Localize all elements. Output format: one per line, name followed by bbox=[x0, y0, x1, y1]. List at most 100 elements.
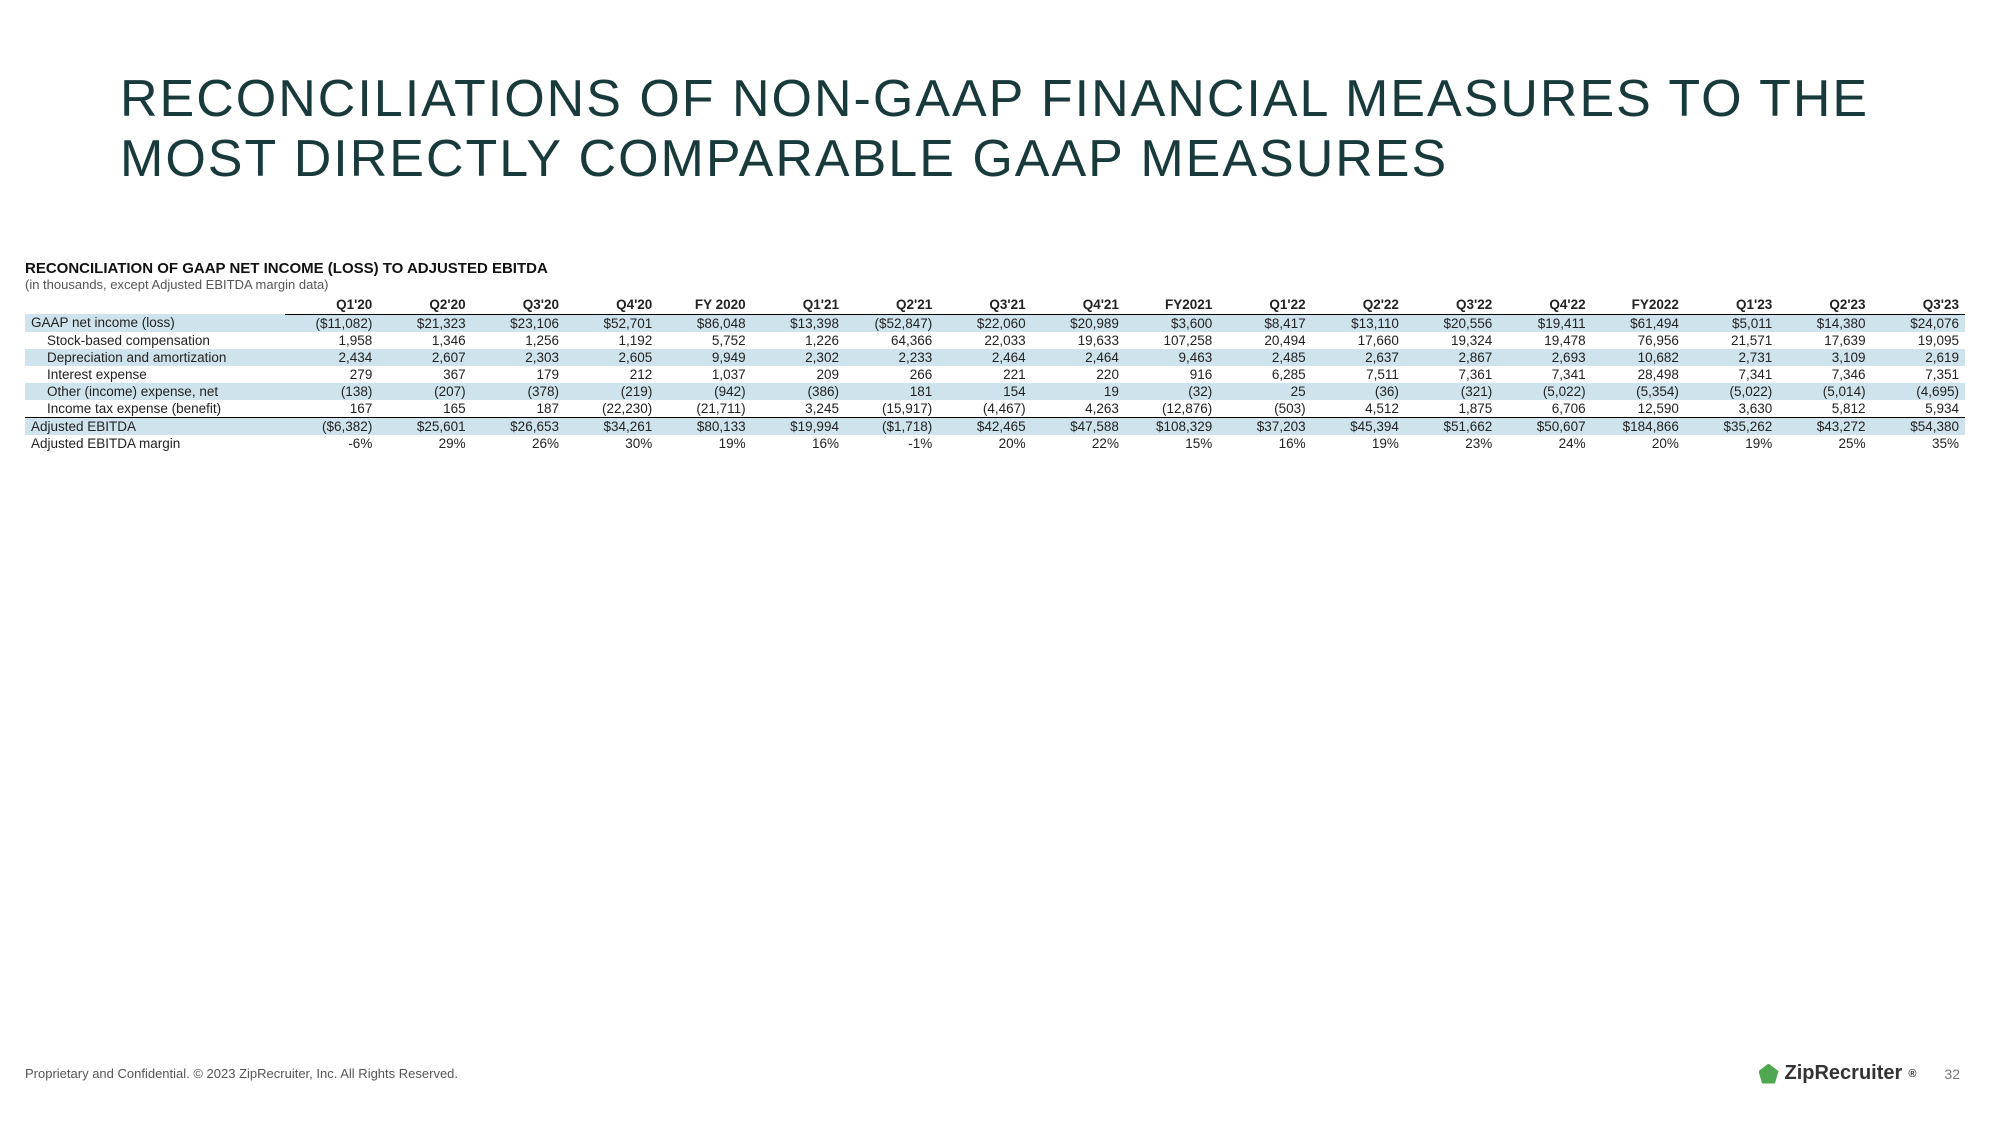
cell: 2,302 bbox=[752, 349, 845, 366]
cell: 2,693 bbox=[1498, 349, 1591, 366]
footer-disclaimer: Proprietary and Confidential. © 2023 Zip… bbox=[25, 1066, 458, 1081]
cell: $86,048 bbox=[658, 314, 751, 332]
cell: 916 bbox=[1125, 366, 1218, 383]
cell: 5,934 bbox=[1872, 400, 1965, 418]
cell: (321) bbox=[1405, 383, 1498, 400]
column-header: Q3'21 bbox=[938, 296, 1031, 315]
cell: 7,511 bbox=[1312, 366, 1405, 383]
cell: (138) bbox=[285, 383, 378, 400]
cell: $52,701 bbox=[565, 314, 658, 332]
cell: $34,261 bbox=[565, 417, 658, 435]
column-header: Q1'22 bbox=[1218, 296, 1311, 315]
cell: (4,467) bbox=[938, 400, 1031, 418]
cell: ($6,382) bbox=[285, 417, 378, 435]
cell: 20% bbox=[938, 435, 1031, 452]
cell: 7,341 bbox=[1685, 366, 1778, 383]
table-row: Adjusted EBITDA margin-6%29%26%30%19%16%… bbox=[25, 435, 1965, 452]
cell: 1,346 bbox=[378, 332, 471, 349]
cell: 19% bbox=[658, 435, 751, 452]
cell: $8,417 bbox=[1218, 314, 1311, 332]
cell: 28,498 bbox=[1592, 366, 1685, 383]
cell: 2,485 bbox=[1218, 349, 1311, 366]
row-label: Stock-based compensation bbox=[25, 332, 285, 349]
cell: (386) bbox=[752, 383, 845, 400]
cell: (15,917) bbox=[845, 400, 938, 418]
cell: $23,106 bbox=[472, 314, 565, 332]
cell: $43,272 bbox=[1778, 417, 1871, 435]
cell: 19,324 bbox=[1405, 332, 1498, 349]
column-header: Q4'20 bbox=[565, 296, 658, 315]
cell: 7,361 bbox=[1405, 366, 1498, 383]
cell: 19 bbox=[1032, 383, 1125, 400]
column-header: Q2'21 bbox=[845, 296, 938, 315]
cell: 5,812 bbox=[1778, 400, 1871, 418]
cell: (22,230) bbox=[565, 400, 658, 418]
cell: $5,011 bbox=[1685, 314, 1778, 332]
cell: 187 bbox=[472, 400, 565, 418]
cell: 2,434 bbox=[285, 349, 378, 366]
table-row: Stock-based compensation1,9581,3461,2561… bbox=[25, 332, 1965, 349]
column-header: Q4'22 bbox=[1498, 296, 1591, 315]
cell: 3,630 bbox=[1685, 400, 1778, 418]
cell: (378) bbox=[472, 383, 565, 400]
cell: 20% bbox=[1592, 435, 1685, 452]
cell: 76,956 bbox=[1592, 332, 1685, 349]
cell: 19,478 bbox=[1498, 332, 1591, 349]
cell: 165 bbox=[378, 400, 471, 418]
cell: (32) bbox=[1125, 383, 1218, 400]
column-header: FY 2020 bbox=[658, 296, 751, 315]
cell: 17,660 bbox=[1312, 332, 1405, 349]
cell: $26,653 bbox=[472, 417, 565, 435]
cell: $108,329 bbox=[1125, 417, 1218, 435]
cell: 9,463 bbox=[1125, 349, 1218, 366]
cell: 30% bbox=[565, 435, 658, 452]
column-header: Q3'20 bbox=[472, 296, 565, 315]
cell: 266 bbox=[845, 366, 938, 383]
cell: 5,752 bbox=[658, 332, 751, 349]
cell: 209 bbox=[752, 366, 845, 383]
cell: 6,285 bbox=[1218, 366, 1311, 383]
cell: 221 bbox=[938, 366, 1031, 383]
cell: $42,465 bbox=[938, 417, 1031, 435]
cell: 220 bbox=[1032, 366, 1125, 383]
cell: 29% bbox=[378, 435, 471, 452]
cell: 181 bbox=[845, 383, 938, 400]
row-label: Interest expense bbox=[25, 366, 285, 383]
column-header: Q3'22 bbox=[1405, 296, 1498, 315]
cell: $51,662 bbox=[1405, 417, 1498, 435]
cell: 367 bbox=[378, 366, 471, 383]
column-header: Q3'23 bbox=[1872, 296, 1965, 315]
cell: 2,464 bbox=[1032, 349, 1125, 366]
brand-name: ZipRecruiter bbox=[1785, 1062, 1903, 1085]
cell: 3,109 bbox=[1778, 349, 1871, 366]
cell: 25% bbox=[1778, 435, 1871, 452]
cell: (12,876) bbox=[1125, 400, 1218, 418]
cell: (5,014) bbox=[1778, 383, 1871, 400]
brand-icon bbox=[1759, 1064, 1779, 1084]
cell: 7,346 bbox=[1778, 366, 1871, 383]
table-row: Other (income) expense, net(138)(207)(37… bbox=[25, 383, 1965, 400]
cell: $22,060 bbox=[938, 314, 1031, 332]
cell: 9,949 bbox=[658, 349, 751, 366]
cell: 212 bbox=[565, 366, 658, 383]
cell: 7,341 bbox=[1498, 366, 1591, 383]
row-label: Adjusted EBITDA margin bbox=[25, 435, 285, 452]
cell: 19% bbox=[1685, 435, 1778, 452]
cell: $13,398 bbox=[752, 314, 845, 332]
cell: 2,464 bbox=[938, 349, 1031, 366]
cell: 10,682 bbox=[1592, 349, 1685, 366]
cell: 7,351 bbox=[1872, 366, 1965, 383]
cell: $14,380 bbox=[1778, 314, 1871, 332]
page-title: RECONCILIATIONS OF NON-GAAP FINANCIAL ME… bbox=[120, 70, 1970, 190]
cell: 6,706 bbox=[1498, 400, 1591, 418]
row-label: Income tax expense (benefit) bbox=[25, 400, 285, 418]
column-header: Q2'22 bbox=[1312, 296, 1405, 315]
cell: -6% bbox=[285, 435, 378, 452]
table-row: Depreciation and amortization2,4342,6072… bbox=[25, 349, 1965, 366]
cell: 12,590 bbox=[1592, 400, 1685, 418]
cell: 1,875 bbox=[1405, 400, 1498, 418]
cell: 35% bbox=[1872, 435, 1965, 452]
cell: $20,556 bbox=[1405, 314, 1498, 332]
cell: 2,233 bbox=[845, 349, 938, 366]
cell: 24% bbox=[1498, 435, 1591, 452]
